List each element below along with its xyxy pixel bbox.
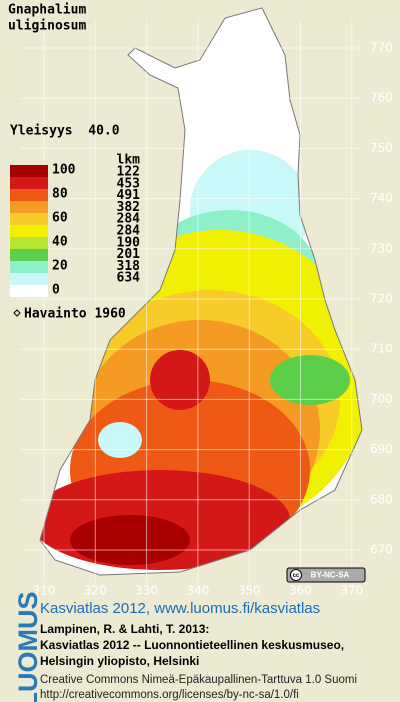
legend-swatch xyxy=(10,261,48,273)
citation: Helsingin yliopisto, Helsinki xyxy=(40,654,199,668)
y-tick-label: 750 xyxy=(370,141,393,155)
legend-swatch xyxy=(10,225,48,237)
citation: Lampinen, R. & Lahti, T. 2013: xyxy=(40,622,209,636)
license-url: http://creativecommons.org/licenses/by-n… xyxy=(40,689,299,701)
observation-label: Havainto 1960 xyxy=(24,307,126,322)
cc-icon xyxy=(290,569,302,581)
y-tick-label: 740 xyxy=(370,191,393,205)
y-tick-label: 770 xyxy=(370,41,393,55)
species-name: Gnaphalium xyxy=(8,3,86,18)
legend-count: 318 xyxy=(117,259,141,274)
legend-count: 122 xyxy=(117,165,140,180)
legend-count: 382 xyxy=(117,200,140,215)
y-tick-label: 710 xyxy=(370,342,393,356)
y-tick-label: 680 xyxy=(370,492,393,506)
license-badge xyxy=(286,567,366,583)
legend-count: 634 xyxy=(117,271,141,286)
count-header: lkm xyxy=(117,153,141,168)
legend-swatch xyxy=(10,273,48,285)
x-tick-label: 310 xyxy=(33,584,56,598)
legend-scale-label: 40 xyxy=(52,235,68,250)
species-name: uliginosum xyxy=(8,19,86,34)
legend-scale-label: 100 xyxy=(52,163,76,178)
y-tick-label: 700 xyxy=(370,392,393,406)
y-tick-label: 670 xyxy=(370,543,393,557)
legend-swatch xyxy=(10,249,48,261)
legend-swatch xyxy=(10,285,48,297)
legend-swatch xyxy=(10,177,48,189)
legend-count: 453 xyxy=(117,176,140,191)
legend-scale-label: 60 xyxy=(52,211,68,226)
logo: LUOMUS xyxy=(13,592,43,702)
license-badge-text: BY-NC-SA xyxy=(311,571,350,580)
x-tick-label: 320 xyxy=(84,584,107,598)
legend-count: 190 xyxy=(117,235,141,250)
frequency: Yleisyys 40.0 xyxy=(10,124,120,139)
y-tick-label: 730 xyxy=(370,241,393,255)
y-tick-label: 720 xyxy=(370,292,393,306)
citation: Kasviatlas 2012 -- Luonnontieteellinen k… xyxy=(40,638,344,652)
legend-scale-label: 0 xyxy=(52,283,60,298)
observation-marker xyxy=(13,309,21,317)
legend-count: 284 xyxy=(117,212,141,227)
link: Kasviatlas 2012, www.luomus.fi/kasviatla… xyxy=(40,600,320,617)
legend-count: 491 xyxy=(117,188,141,203)
x-tick-label: 350 xyxy=(238,584,261,598)
grid: 770 760 750 740 730 720 710 700 690 680 670 310 320 3… xyxy=(20,20,393,598)
legend-swatch xyxy=(10,237,48,249)
legend-swatch xyxy=(10,165,48,177)
y-tick-label: 760 xyxy=(370,91,393,105)
legend-swatch xyxy=(10,201,48,213)
x-tick-label: 340 xyxy=(186,584,209,598)
legend-scale-label: 20 xyxy=(52,259,68,274)
legend: 1224534913822842841902013186341008060402… xyxy=(10,163,140,298)
legend-count: 284 xyxy=(117,224,141,239)
legend-count: 201 xyxy=(117,247,141,262)
legend-scale-label: 80 xyxy=(52,187,68,202)
x-tick-label: 330 xyxy=(135,584,158,598)
legend-swatch xyxy=(10,189,48,201)
y-tick-label: 690 xyxy=(370,442,393,456)
x-tick-label: 370 xyxy=(340,584,363,598)
x-tick-label: 360 xyxy=(289,584,312,598)
legend-swatch xyxy=(10,213,48,225)
license-text: Creative Commons Nimeä-Epäkaupallinen-Ta… xyxy=(40,674,357,686)
cc-icon-text: cc xyxy=(293,573,300,579)
